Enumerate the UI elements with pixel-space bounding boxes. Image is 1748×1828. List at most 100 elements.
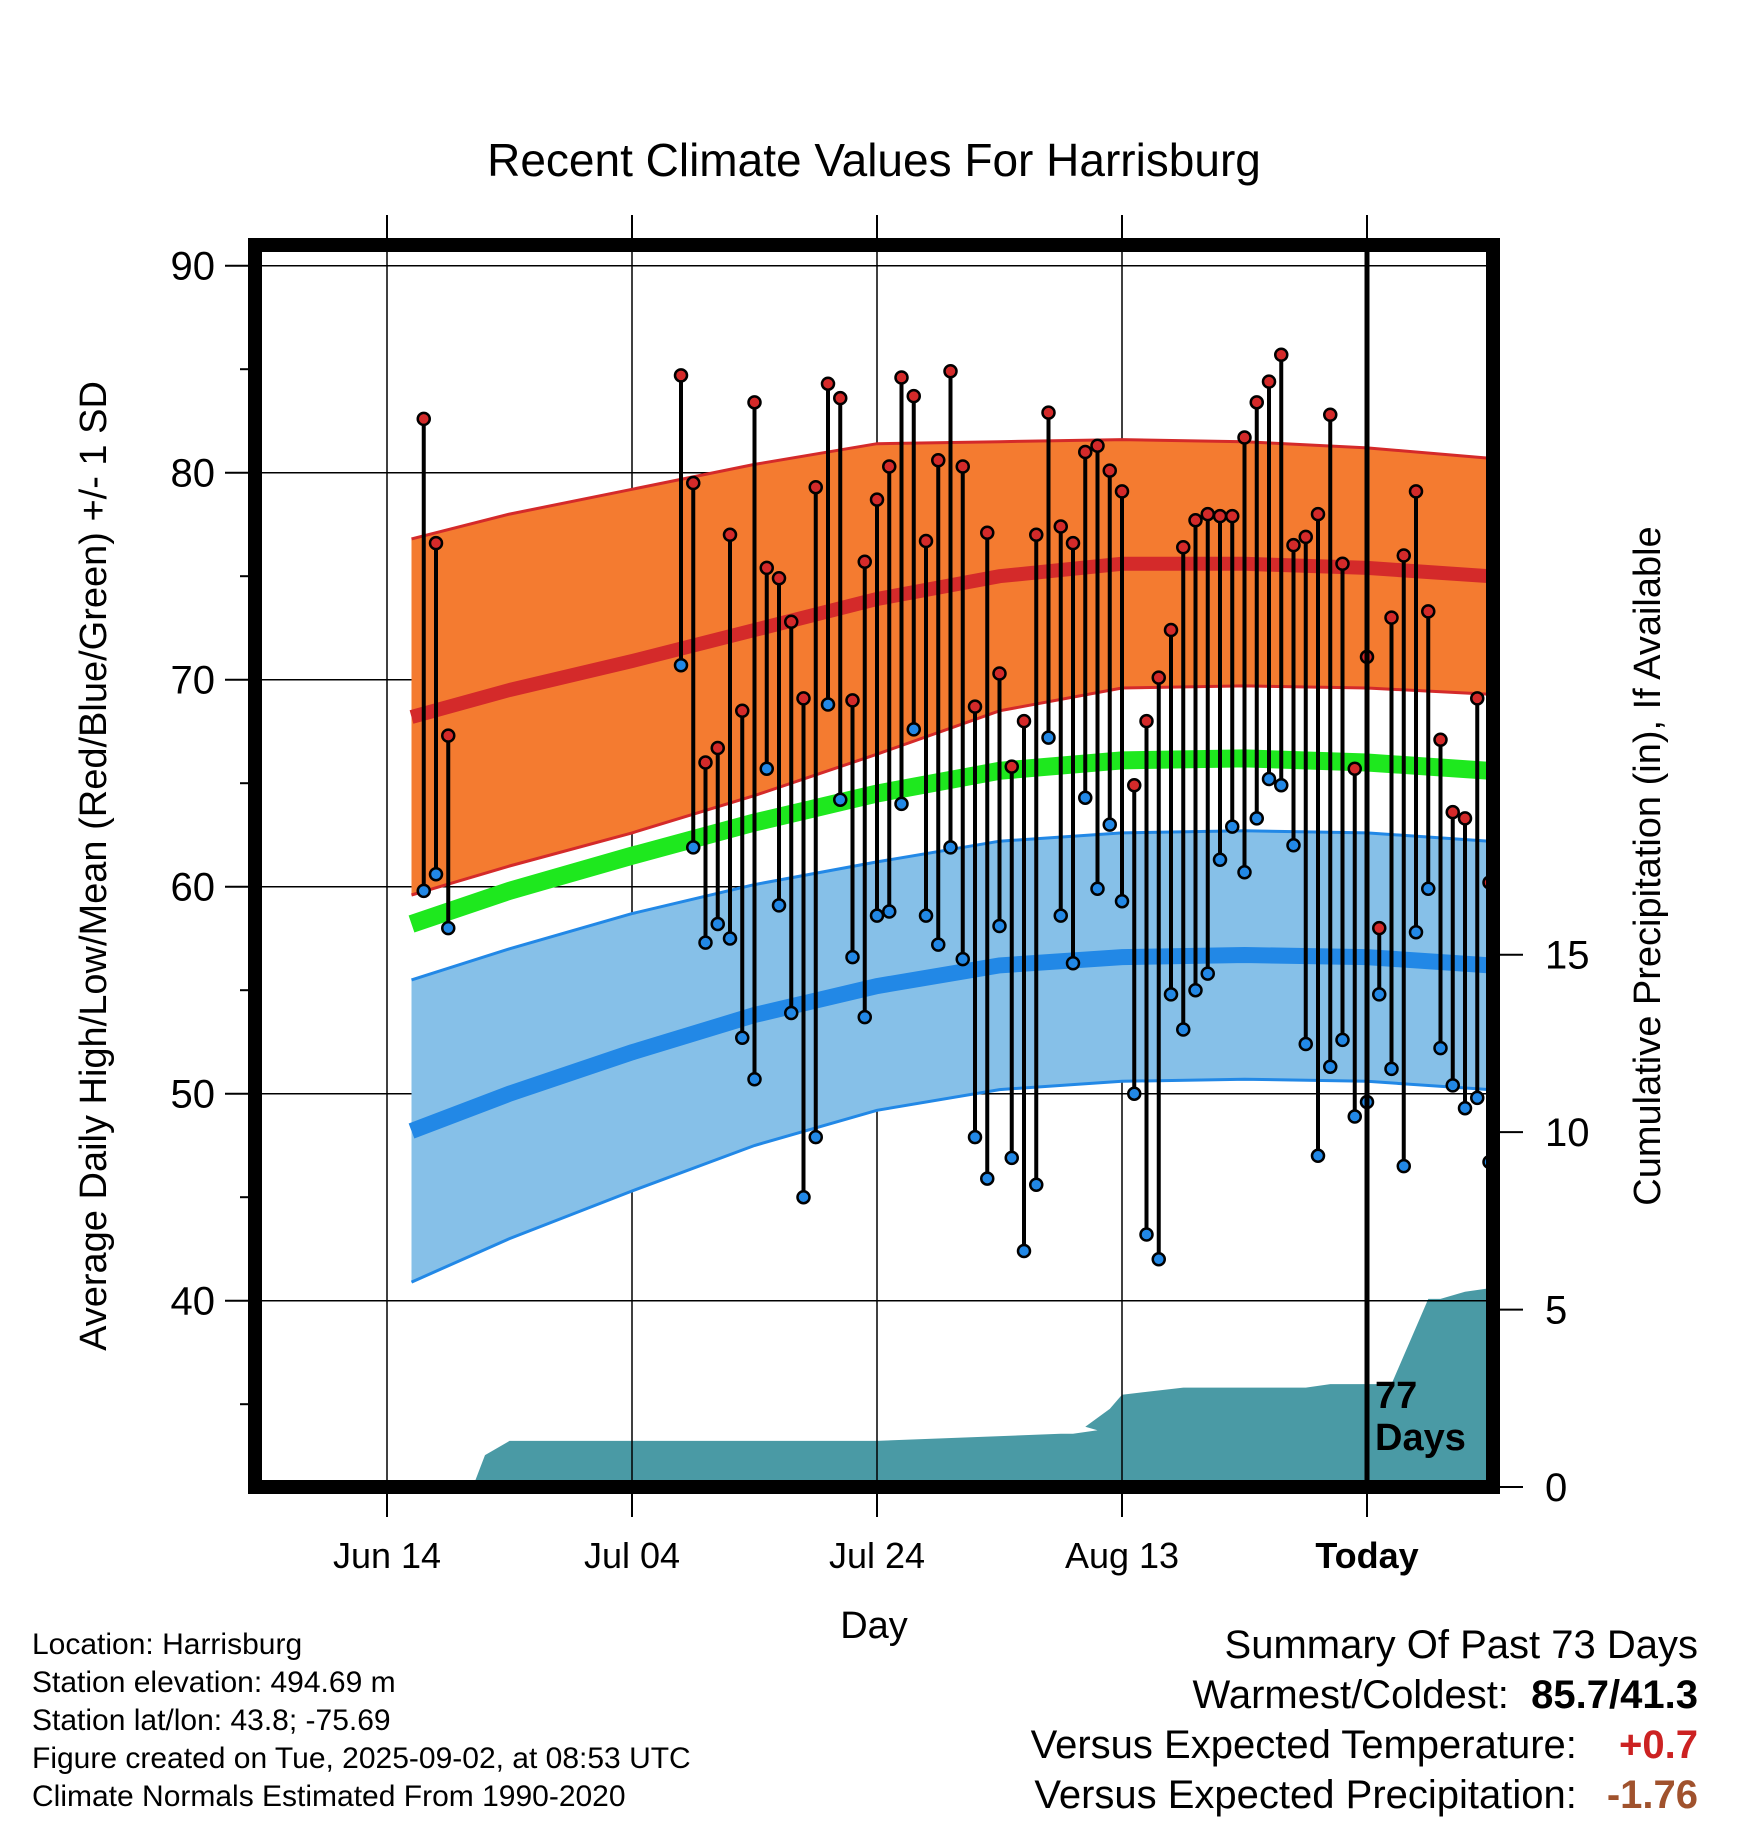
low-band-lower-edge [410,1077,1493,1284]
chart-title: Recent Climate Values For Harrisburg [487,134,1261,186]
obs-low-point [894,796,909,812]
temp-vs-expected-label: Versus Expected Temperature: [1030,1723,1577,1767]
summary-panel: Summary Of Past 73 Days Warmest/Coldest:… [1031,1620,1698,1820]
x-tick-label-1: Jul 04 [584,1535,680,1576]
obs-high-point [1533,955,1545,967]
obs-high-point [808,479,823,495]
normal-bands-layer [408,438,1493,1284]
obs-high-point [1016,713,1032,729]
obs-low-point [1249,811,1264,826]
precip-vs-expected-value: -1.76 [1606,1773,1698,1817]
obs-low-point [796,1189,811,1205]
coldest-value: 41.3 [1620,1673,1698,1717]
obs-low-point [857,1009,872,1025]
obs-low-point [698,935,713,950]
precip-vs-expected-row: Versus Expected Precipitation: -1.76 [1031,1770,1698,1820]
obs-high-point [1545,976,1557,988]
climate-normals-period: Climate Normals Estimated From 1990-2020 [32,1780,626,1813]
obs-low-point [759,761,774,776]
obs-high-point [1176,539,1191,555]
obs-low-point [1445,1078,1460,1093]
obs-high-point [1557,1079,1569,1091]
obs-high-point [967,699,983,714]
y2-tick-label-10: 10 [1545,1111,1590,1155]
obs-high-point [1384,610,1399,625]
obs-low-point [771,898,787,913]
y-axis-label: Average Daily High/Low/Mean (Red/Blue/Gr… [73,381,115,1351]
obs-low-point [673,657,689,673]
obs-low-point [967,1129,983,1145]
precip-vs-expected-label: Versus Expected Precipitation: [1034,1773,1577,1817]
warm-cold-separator: / [1609,1673,1621,1717]
y2-tick-label-15: 15 [1545,934,1590,978]
obs-low-point [1323,1059,1338,1075]
station-elevation: Station elevation: 494.69 m [32,1666,396,1699]
obs-high-point [1457,811,1473,826]
obs-high-point [1237,430,1252,445]
y-tick-label-70: 70 [171,659,216,703]
obs-low-point [1127,1086,1142,1101]
high-band-upper-edge [411,438,1493,541]
obs-high-point [918,533,934,549]
obs-low-point [1508,1260,1520,1272]
temp-vs-expected-value: +0.7 [1619,1723,1698,1767]
obs-low-point [1520,1247,1532,1259]
obs-low-point [722,931,738,946]
obs-low-point [943,840,958,855]
obs-high-point [857,554,872,569]
station-location: Location: Harrisburg [32,1628,303,1661]
obs-high-point [441,728,456,743]
obs-high-point [1078,444,1093,460]
obs-low-point [1016,1243,1032,1259]
obs-high-point [992,666,1007,681]
obs-high-point [1323,407,1338,422]
station-info: Location: Harrisburg Station elevation: … [32,1626,691,1816]
temp-vs-expected-row: Versus Expected Temperature: +0.7 [1031,1720,1698,1770]
obs-low-point [1114,893,1130,909]
obs-low-point [931,937,946,952]
obs-low-point [869,908,885,923]
obs-high-point [1151,670,1166,685]
obs-high-point [1298,529,1313,545]
obs-low-point [1176,1022,1191,1037]
obs-low-point [1078,790,1093,805]
obs-low-point [784,1005,799,1021]
obs-low-point [1151,1252,1166,1267]
obs-low-point [980,1171,995,1186]
obs-high-point [1225,508,1240,524]
observations-layer [416,347,1569,1394]
obs-high-point [1041,405,1056,420]
obs-low-point [1408,924,1424,940]
warmest-coldest-label: Warmest/Coldest: [1192,1673,1509,1717]
obs-low-point [1004,1150,1019,1166]
obs-low-point [686,840,701,855]
obs-high-point [796,691,811,706]
obs-high-point [1508,678,1520,690]
obs-high-point [955,459,970,474]
y2-tick-label-5: 5 [1545,1289,1567,1333]
obs-low-point [1470,1090,1485,1106]
obs-low-point [833,792,848,808]
obs-high-point [1372,920,1387,936]
y-tick-label-90: 90 [171,245,216,289]
obs-high-point [784,614,799,629]
obs-low-point [1053,908,1068,923]
obs-low-point [747,1071,762,1087]
obs-high-point [759,560,774,576]
obs-high-point [1286,537,1301,553]
obs-low-point [710,916,725,932]
obs-low-point [428,867,444,882]
obs-high-point [931,453,946,468]
obs-high-point [1114,484,1130,499]
obs-low-point [1557,1382,1569,1394]
obs-low-point [1139,1227,1154,1242]
obs-high-point [882,459,897,474]
obs-high-point [869,492,885,507]
obs-high-point [722,527,738,543]
obs-high-point [980,525,995,540]
obs-high-point [710,740,725,756]
high-normal-line [409,556,1493,724]
obs-high-point [1188,513,1203,528]
y-tick-label-50: 50 [171,1073,216,1117]
